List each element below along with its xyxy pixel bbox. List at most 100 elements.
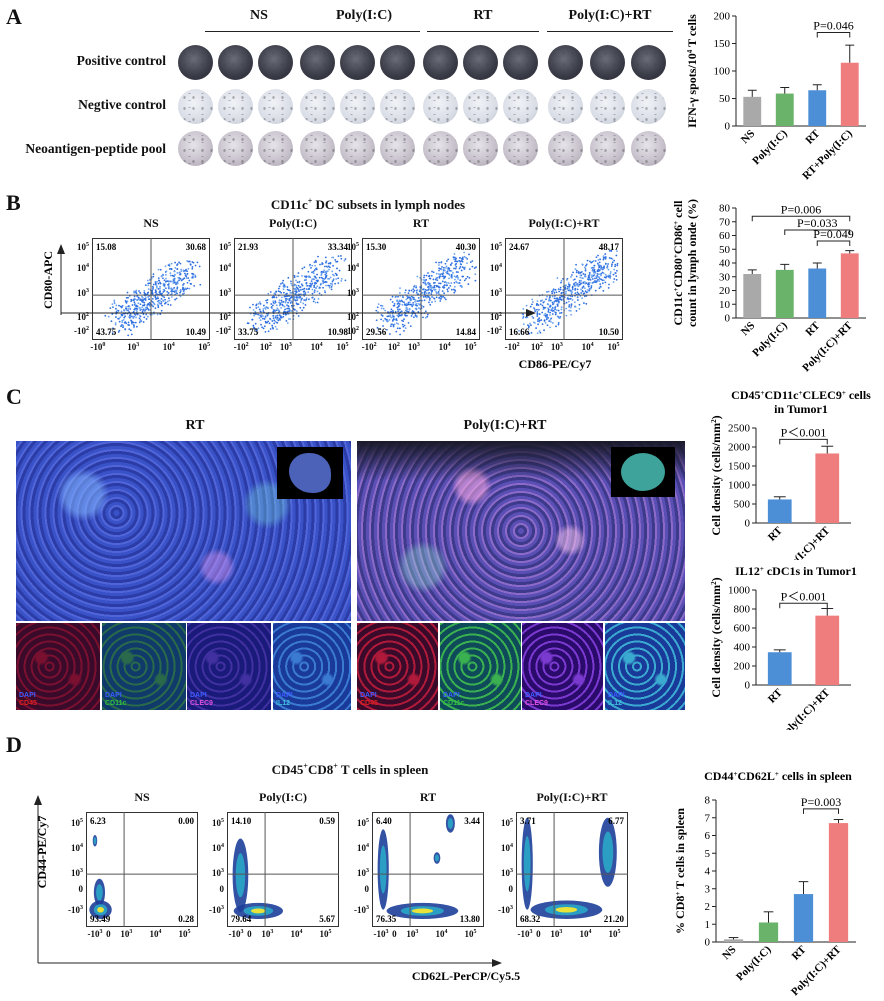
- event-dot: [111, 303, 114, 306]
- event-dot: [107, 315, 110, 318]
- event-dot: [147, 296, 149, 298]
- p-value-label: P=0.049: [813, 227, 853, 241]
- event-dot: [260, 323, 262, 326]
- y-tick-label: 400: [734, 642, 751, 654]
- event-dot: [282, 279, 285, 282]
- event-dot: [145, 318, 148, 320]
- event-dot: [122, 318, 125, 321]
- event-dot: [382, 319, 385, 322]
- event-dot: [148, 282, 151, 285]
- density-contour: [447, 817, 454, 830]
- event-dot: [428, 282, 431, 285]
- event-dot: [170, 292, 173, 295]
- y-tick-label: 105: [71, 817, 83, 828]
- event-dot: [556, 299, 559, 301]
- event-dot: [318, 292, 321, 295]
- event-dot: [584, 275, 587, 278]
- event-dot: [459, 279, 462, 281]
- event-dot: [129, 308, 132, 310]
- bar-Poly(I:C): [758, 922, 779, 942]
- event-dot: [608, 276, 611, 279]
- event-dot: [182, 284, 184, 286]
- event-dot: [394, 318, 397, 321]
- event-dot: [262, 310, 265, 312]
- y-tick-label: 104: [357, 842, 369, 853]
- event-dot: [401, 303, 404, 306]
- event-dot: [598, 265, 601, 268]
- event-dot: [329, 276, 332, 279]
- event-dot: [255, 329, 257, 332]
- elispot-well: [258, 89, 293, 124]
- event-dot: [275, 318, 278, 320]
- event-dot: [380, 307, 383, 310]
- event-dot: [455, 276, 457, 278]
- quadrant-value: 29.56: [366, 327, 387, 337]
- event-dot: [595, 275, 598, 278]
- event-dot: [404, 289, 407, 292]
- event-dot: [544, 312, 547, 315]
- event-dot: [186, 270, 189, 273]
- event-dot: [438, 269, 440, 272]
- event-dot: [255, 303, 258, 306]
- event-dot: [322, 286, 324, 289]
- event-dot: [548, 320, 551, 322]
- event-dot: [148, 304, 151, 306]
- elispot-well: [548, 89, 583, 124]
- event-dot: [540, 319, 543, 321]
- event-dot: [404, 327, 407, 329]
- event-dot: [407, 303, 410, 306]
- event-dot: [153, 303, 156, 306]
- y-tick-label: 105: [347, 242, 359, 253]
- y-tick-label: 8: [705, 795, 711, 807]
- event-dot: [179, 277, 182, 280]
- event-dot: [408, 308, 411, 311]
- event-dot: [538, 330, 541, 332]
- event-dot: [464, 266, 466, 269]
- event-dot: [546, 313, 549, 316]
- event-dot: [468, 276, 471, 279]
- event-dot: [580, 271, 583, 274]
- event-dot: [555, 311, 557, 314]
- event-dot: [539, 331, 542, 334]
- event-dot: [537, 318, 540, 321]
- elispot-well: [590, 89, 625, 124]
- event-dot: [317, 297, 320, 300]
- event-dot: [187, 277, 190, 279]
- event-dot: [453, 281, 456, 284]
- event-dot: [535, 327, 537, 329]
- event-dot: [287, 301, 289, 304]
- channel-marker-label: CD45: [360, 700, 378, 707]
- event-dot: [422, 278, 425, 281]
- event-dot: [392, 315, 395, 318]
- event-dot: [129, 329, 132, 332]
- event-dot: [321, 262, 324, 265]
- event-dot: [314, 281, 317, 284]
- event-dot: [272, 309, 275, 311]
- event-dot: [425, 292, 428, 295]
- event-dot: [320, 276, 323, 279]
- quadrant-value: 10.49: [186, 327, 207, 337]
- event-dot: [314, 259, 317, 262]
- event-dot: [327, 284, 330, 287]
- event-dot: [610, 257, 613, 260]
- event-dot: [147, 282, 150, 285]
- event-dot: [565, 290, 567, 293]
- event-dot: [382, 325, 384, 327]
- event-dot: [174, 267, 177, 269]
- event-dot: [273, 322, 276, 325]
- y-tick-label: 200: [714, 11, 731, 23]
- event-dot: [127, 305, 130, 308]
- event-dot: [581, 277, 583, 279]
- event-dot: [581, 286, 584, 289]
- event-dot: [544, 306, 547, 309]
- group-header-0: NS: [250, 8, 268, 23]
- event-dot: [323, 278, 326, 281]
- event-dot: [298, 281, 301, 284]
- event-dot: [134, 314, 137, 316]
- event-dot: [191, 272, 193, 275]
- event-dot: [572, 279, 575, 281]
- y-tick-label: 105: [501, 817, 513, 828]
- event-dot: [429, 284, 432, 287]
